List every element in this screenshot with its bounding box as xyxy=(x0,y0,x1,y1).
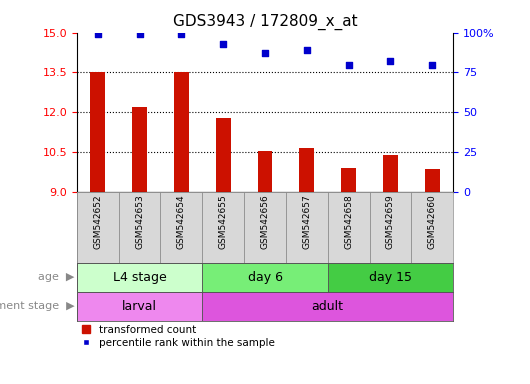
Bar xyxy=(341,168,356,192)
Bar xyxy=(132,107,147,192)
Bar xyxy=(216,118,231,192)
Text: GSM542653: GSM542653 xyxy=(135,194,144,249)
Bar xyxy=(383,155,398,192)
Legend: transformed count, percentile rank within the sample: transformed count, percentile rank withi… xyxy=(82,325,275,348)
Point xyxy=(428,61,437,68)
Bar xyxy=(77,192,119,263)
Bar xyxy=(174,73,189,192)
Bar xyxy=(258,151,272,192)
Bar xyxy=(299,148,314,192)
Point xyxy=(386,58,395,65)
Bar xyxy=(161,192,202,263)
Point xyxy=(219,41,227,47)
Text: GSM542657: GSM542657 xyxy=(302,194,311,249)
Bar xyxy=(369,192,411,263)
Text: GSM542656: GSM542656 xyxy=(261,194,269,249)
Text: day 6: day 6 xyxy=(248,271,282,284)
Point xyxy=(135,31,144,37)
Point xyxy=(261,50,269,56)
Text: GSM542655: GSM542655 xyxy=(219,194,228,249)
Text: age  ▶: age ▶ xyxy=(38,272,74,283)
Bar xyxy=(202,263,328,292)
Point xyxy=(177,31,186,37)
Point xyxy=(303,47,311,53)
Text: GSM542659: GSM542659 xyxy=(386,194,395,249)
Bar xyxy=(77,292,202,321)
Text: GSM542652: GSM542652 xyxy=(93,194,102,249)
Bar xyxy=(286,192,328,263)
Text: larval: larval xyxy=(122,300,157,313)
Bar xyxy=(328,263,453,292)
Bar xyxy=(244,192,286,263)
Bar xyxy=(328,192,369,263)
Bar xyxy=(202,192,244,263)
Point xyxy=(344,61,353,68)
Bar xyxy=(91,73,105,192)
Text: GSM542660: GSM542660 xyxy=(428,194,437,249)
Bar xyxy=(77,263,202,292)
Text: GSM542654: GSM542654 xyxy=(177,194,186,249)
Text: development stage  ▶: development stage ▶ xyxy=(0,301,74,311)
Title: GDS3943 / 172809_x_at: GDS3943 / 172809_x_at xyxy=(173,14,357,30)
Text: adult: adult xyxy=(312,300,344,313)
Bar xyxy=(202,292,453,321)
Text: L4 stage: L4 stage xyxy=(113,271,166,284)
Bar xyxy=(425,169,439,192)
Text: GSM542658: GSM542658 xyxy=(344,194,353,249)
Text: day 15: day 15 xyxy=(369,271,412,284)
Point xyxy=(93,31,102,37)
Bar xyxy=(119,192,161,263)
Bar xyxy=(411,192,453,263)
